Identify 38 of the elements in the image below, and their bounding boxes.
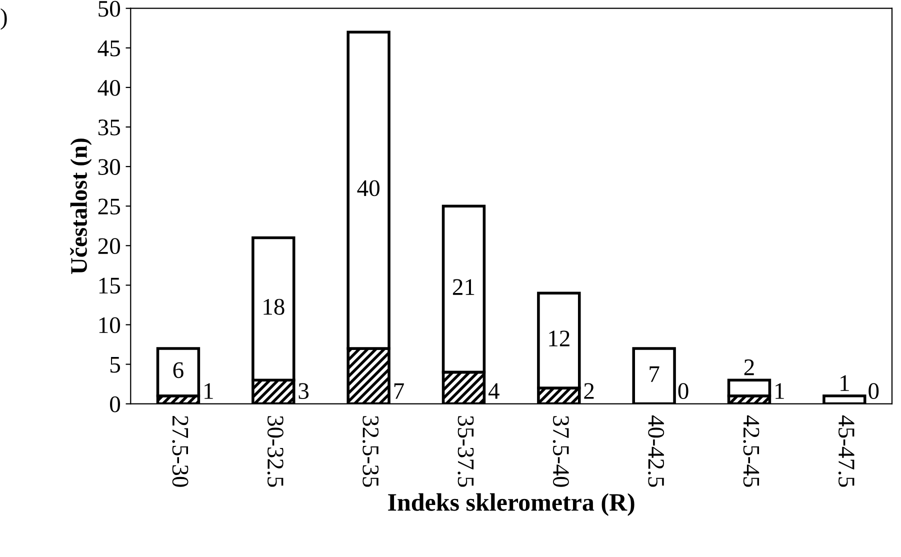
y-tick-label: 25 <box>98 198 120 215</box>
y-tick-label: 50 <box>98 0 120 17</box>
x-tick-label: 45-47.5 <box>838 415 854 487</box>
x-tick-label: 35-37.5 <box>458 416 474 487</box>
y-tick-label: 30 <box>98 159 120 175</box>
y-tick-label: 40 <box>98 80 120 96</box>
data-label: 0 <box>868 383 879 400</box>
x-tick-label: 42.5-45 <box>743 415 760 487</box>
data-label: 7 <box>650 366 660 382</box>
data-label: 0 <box>678 383 688 400</box>
x-tick-label: 27.5-30 <box>172 416 188 487</box>
data-label: 12 <box>549 330 570 346</box>
y-tick-label: 45 <box>98 40 120 56</box>
data-label: 40 <box>357 180 380 196</box>
data-label: 1 <box>204 383 213 399</box>
data-label: 1 <box>776 383 784 399</box>
text: ) <box>0 8 7 30</box>
data-label: 21 <box>452 279 474 295</box>
y-tick-label: 20 <box>98 238 120 254</box>
x-tick-label: 37.5-40 <box>552 416 569 487</box>
y-tick-label: 0 <box>110 396 120 412</box>
y-tick-label: 15 <box>99 278 120 294</box>
data-label: 6 <box>173 362 184 378</box>
data-label: 7 <box>394 383 404 399</box>
data-label: 3 <box>298 383 309 400</box>
y-tick-label: 35 <box>98 120 120 136</box>
data-label: 1 <box>840 375 849 391</box>
data-label: 2 <box>744 359 754 376</box>
data-label: 2 <box>584 383 594 399</box>
x-axis-title: Indeks sklerometra (R) <box>388 493 634 516</box>
data-label: 4 <box>488 383 500 399</box>
x-tick-label: 32.5-35 <box>362 416 379 487</box>
x-tick-label: 30-32.5 <box>267 416 284 487</box>
x-tick-label: 40-42.5 <box>648 415 664 487</box>
y-axis-title: Učestalost (n) <box>70 138 92 274</box>
y-tick-label: 10 <box>99 317 120 334</box>
y-tick-label: 5 <box>110 357 120 373</box>
data-label: 18 <box>264 298 284 315</box>
